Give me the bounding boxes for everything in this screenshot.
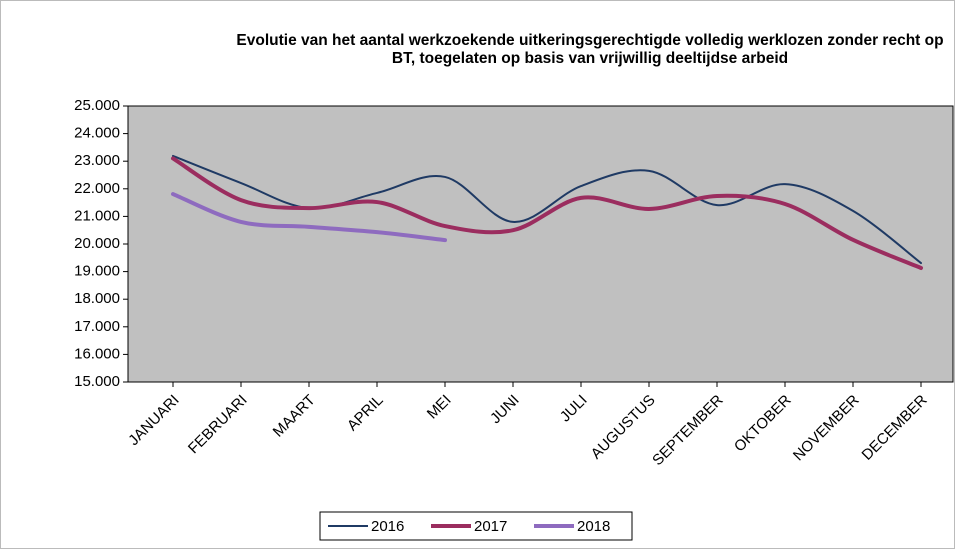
chart-title: Evolutie van het aantal werkzoekende uit… [236, 32, 944, 67]
y-tick-label: 19.000 [74, 263, 120, 280]
legend-label: 2016 [371, 518, 404, 535]
plot-area [127, 105, 954, 383]
legend-label: 2017 [474, 518, 507, 535]
y-tick-label: 22.000 [74, 180, 120, 197]
y-tick-label: 23.000 [74, 152, 120, 169]
series-line [171, 192, 447, 243]
y-tick-label: 15.000 [74, 373, 120, 390]
y-tick-label: 20.000 [74, 235, 120, 252]
y-tick-label: 21.000 [74, 207, 120, 224]
legend-box [319, 511, 633, 541]
y-tick-label: 24.000 [74, 125, 120, 142]
y-tick-label: 18.000 [74, 290, 120, 307]
series-line [171, 156, 923, 271]
y-tick-label: 16.000 [74, 345, 120, 362]
y-tick-label: 25.000 [74, 97, 120, 114]
legend-label: 2018 [577, 518, 610, 535]
y-tick-label: 17.000 [74, 318, 120, 335]
